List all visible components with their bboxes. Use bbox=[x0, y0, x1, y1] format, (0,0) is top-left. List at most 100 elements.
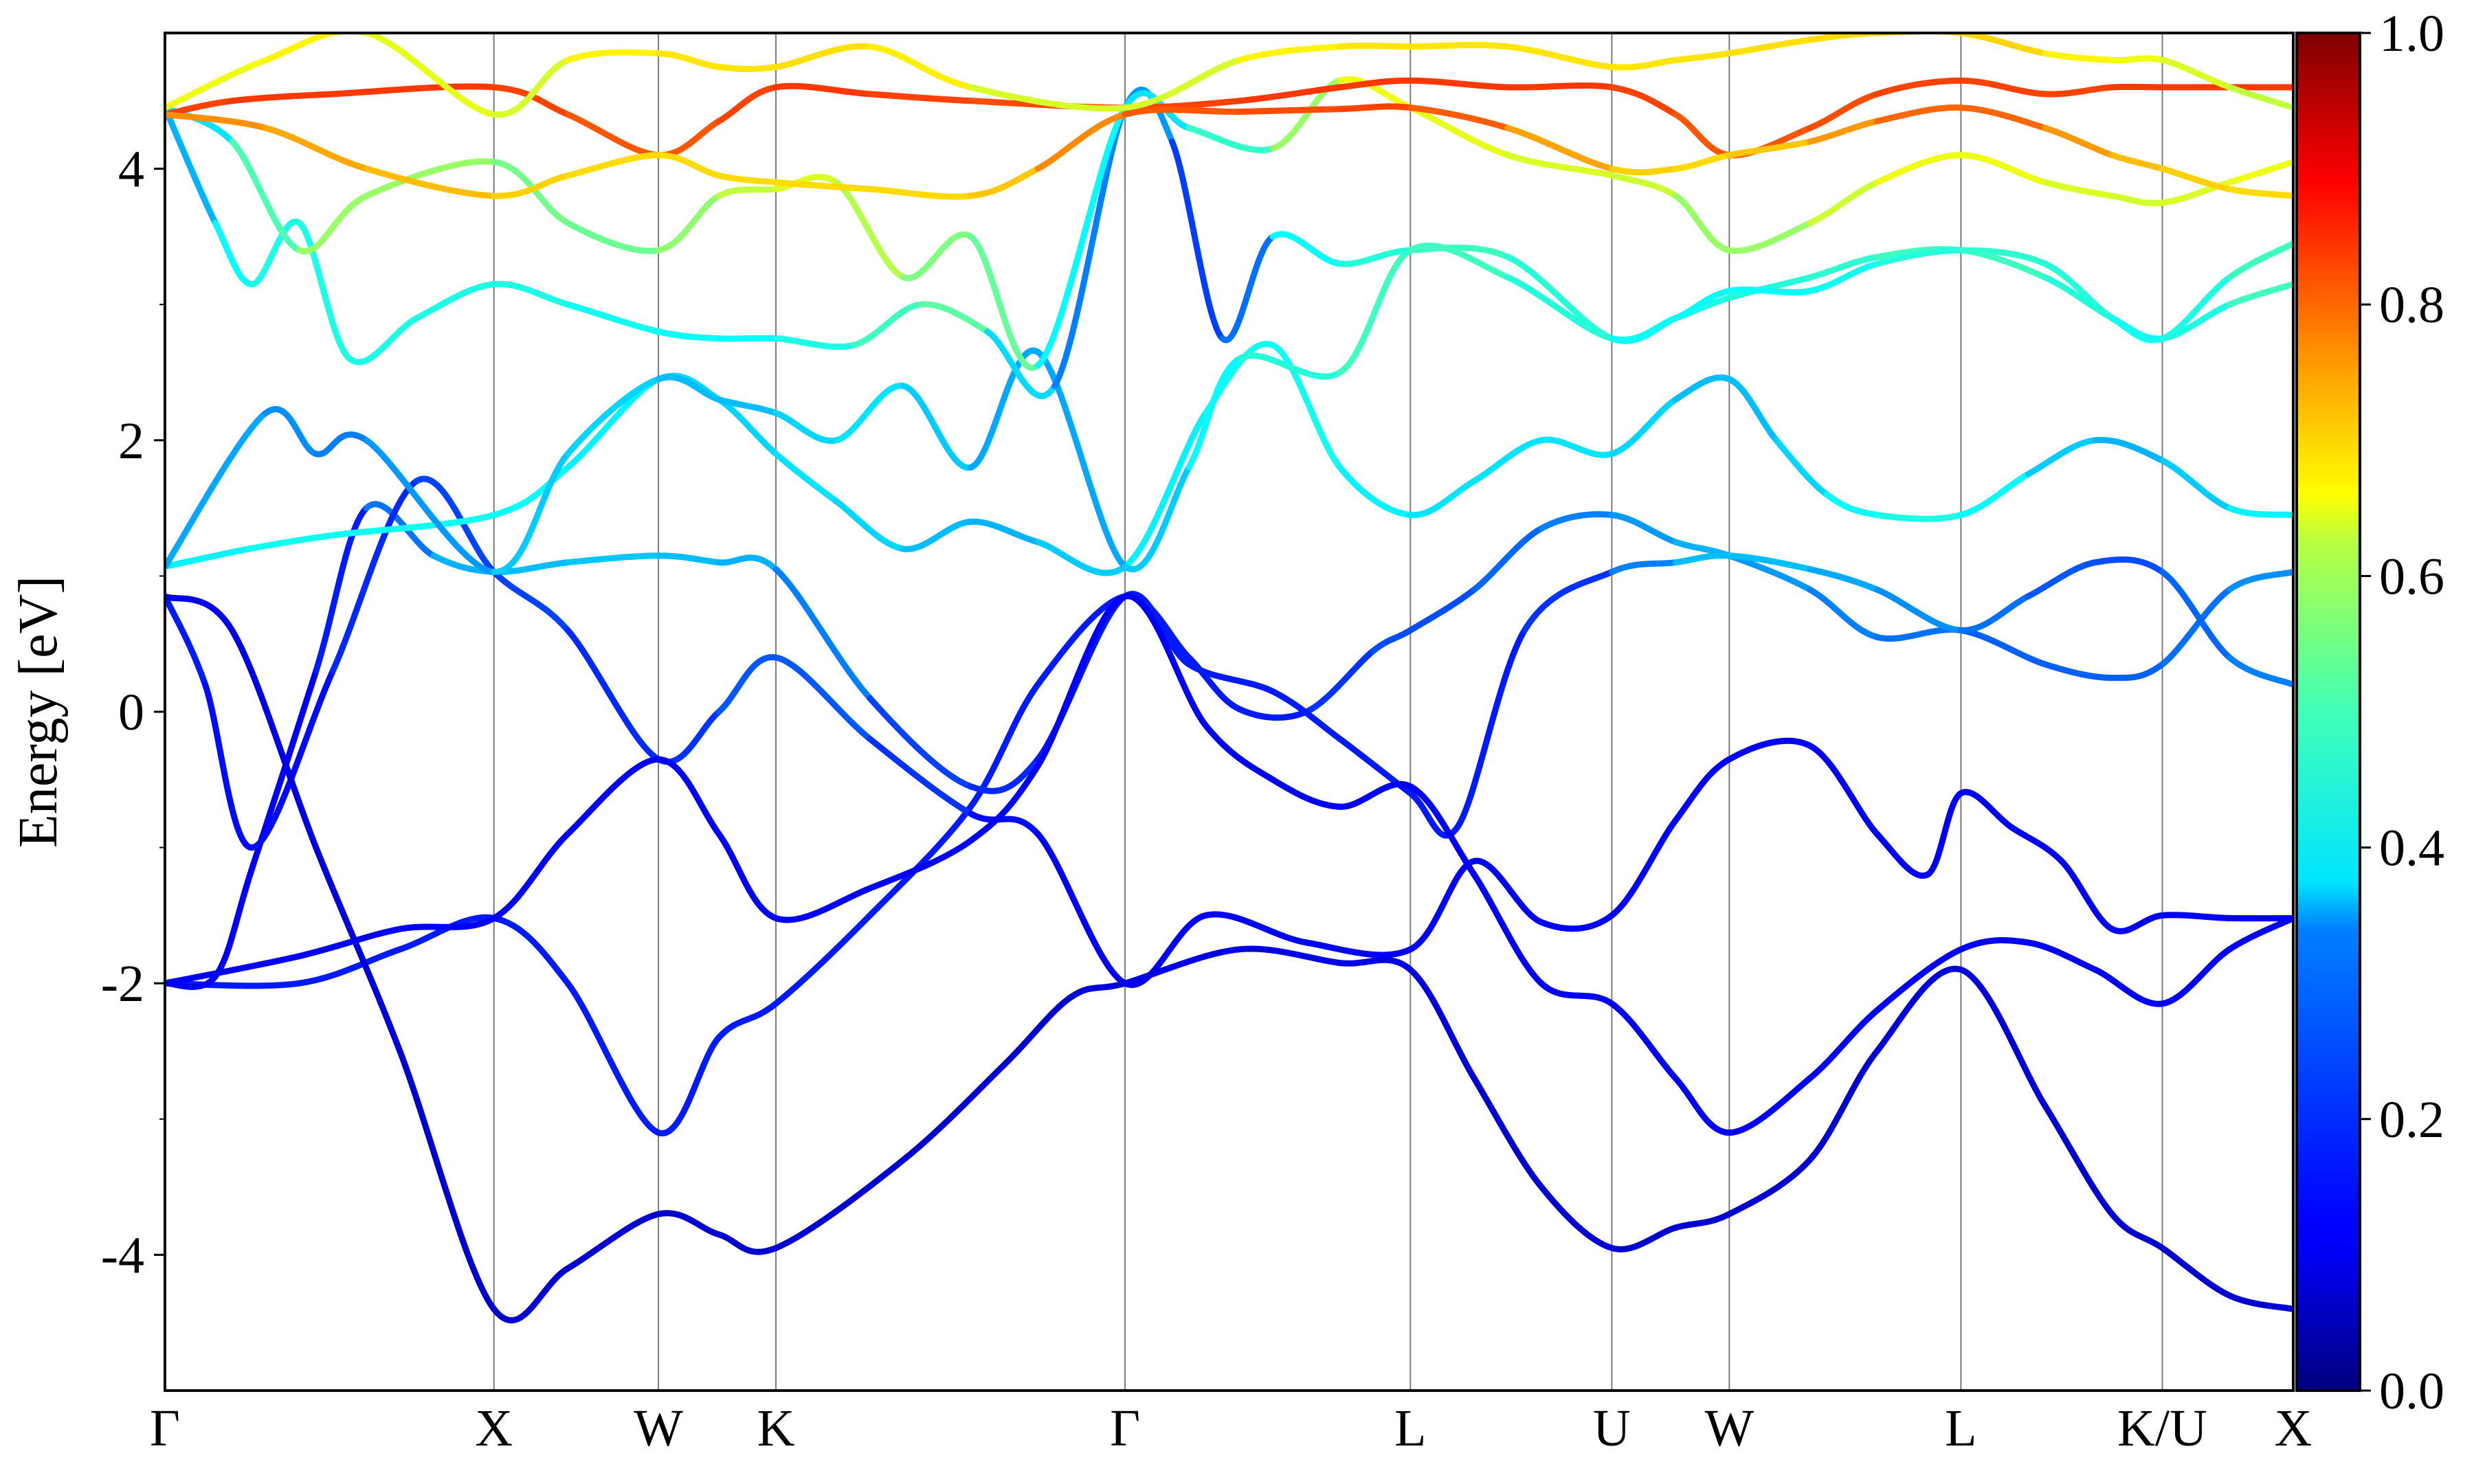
band-segment bbox=[1337, 247, 1414, 267]
band-segment bbox=[1957, 937, 2031, 953]
x-tick-label: W bbox=[634, 1399, 683, 1457]
band-segment bbox=[564, 49, 662, 63]
band-segment bbox=[2226, 914, 2293, 953]
band-segment bbox=[363, 501, 437, 559]
band-segment bbox=[1219, 233, 1276, 344]
band-4 bbox=[165, 593, 2293, 1324]
band-segment bbox=[1807, 260, 1880, 294]
band-segment bbox=[984, 328, 1058, 399]
band-segment bbox=[967, 166, 1041, 199]
band-segment bbox=[564, 1211, 662, 1272]
band-segment bbox=[1608, 172, 1679, 199]
band-segment bbox=[1608, 315, 1679, 344]
x-tick-label: X bbox=[2275, 1399, 2313, 1457]
band-segment bbox=[491, 569, 571, 633]
band-segment bbox=[229, 91, 336, 104]
band-segment bbox=[772, 451, 840, 505]
band-segment bbox=[1407, 42, 1511, 50]
band-segment bbox=[2025, 437, 2099, 477]
band-segment bbox=[1454, 627, 1528, 831]
band-segment bbox=[772, 173, 840, 192]
band-segment bbox=[715, 186, 779, 199]
x-tick-label: X bbox=[475, 1399, 513, 1457]
x-tick-label: Γ bbox=[150, 1399, 180, 1457]
band-segment bbox=[715, 63, 779, 72]
band-segment bbox=[917, 301, 991, 335]
band-segment bbox=[1202, 911, 1310, 946]
band-segment bbox=[564, 301, 662, 335]
band-segment bbox=[867, 186, 974, 200]
band-segment bbox=[1236, 84, 1344, 104]
x-tick-label: W bbox=[1704, 1399, 1754, 1457]
band-segment bbox=[2159, 57, 2233, 91]
band-segment bbox=[1034, 104, 1128, 369]
band-segment bbox=[1471, 871, 1545, 987]
band-segment bbox=[2108, 55, 2165, 64]
band-segment bbox=[249, 218, 302, 288]
band-segment bbox=[1957, 593, 2031, 633]
band-segment bbox=[1807, 1048, 1880, 1163]
band-segment bbox=[2092, 966, 2165, 1007]
band-segment bbox=[363, 158, 498, 199]
band-segment bbox=[2108, 315, 2165, 344]
band-segment bbox=[2108, 152, 2165, 172]
band-segment bbox=[1957, 627, 2048, 668]
band-segment bbox=[2058, 857, 2115, 932]
band-segment bbox=[2042, 84, 2115, 98]
band-segment bbox=[715, 1231, 779, 1255]
band-segment bbox=[564, 980, 662, 1136]
band-segment bbox=[1608, 1000, 1679, 1081]
band-segment bbox=[1807, 1007, 1880, 1081]
band-segment bbox=[2226, 281, 2293, 308]
band-segment bbox=[1538, 912, 1615, 932]
x-tick-label: L bbox=[1945, 1399, 1976, 1457]
band-segment bbox=[2159, 569, 2233, 661]
x-tick-label: Γ bbox=[1110, 1399, 1140, 1457]
band-segment bbox=[2042, 179, 2115, 199]
band-segment bbox=[1672, 152, 1732, 172]
y-axis-title: Energy [eV] bbox=[8, 576, 69, 848]
band-segment bbox=[715, 1000, 779, 1041]
band-segment bbox=[1957, 104, 2048, 131]
y-tick-label: -2 bbox=[101, 955, 144, 1013]
band-segment bbox=[1773, 437, 1830, 498]
band-segment bbox=[1337, 956, 1414, 973]
band-segment bbox=[491, 914, 571, 987]
colorbar-tick-label: 0.0 bbox=[2379, 1362, 2444, 1420]
band-segment bbox=[1726, 737, 1814, 763]
band-segment bbox=[1471, 1075, 1545, 1191]
band-segment bbox=[397, 914, 498, 932]
band-segment bbox=[564, 376, 662, 471]
band-segment bbox=[564, 552, 662, 566]
band-segment bbox=[655, 552, 722, 566]
band-segment bbox=[413, 475, 498, 575]
band-segment bbox=[2159, 912, 2233, 921]
band-segment bbox=[2025, 559, 2099, 600]
band-segment bbox=[1269, 77, 1344, 152]
x-axis: Γ X W K Γ L U W L K/U X bbox=[150, 1399, 2312, 1457]
band-segment bbox=[2042, 124, 2115, 159]
band-segment bbox=[1726, 286, 1814, 295]
band-segment bbox=[1337, 103, 1414, 113]
band-segment bbox=[1034, 348, 1128, 570]
band-segment bbox=[655, 328, 722, 342]
band-segment bbox=[1672, 192, 1732, 254]
band-segment bbox=[2108, 192, 2165, 207]
band-segment bbox=[1337, 76, 1414, 111]
band-segment bbox=[1407, 783, 1478, 878]
band-segment bbox=[313, 844, 403, 1055]
band-segment bbox=[1122, 106, 1242, 118]
band-segment bbox=[1873, 946, 1964, 1014]
band-segment bbox=[1726, 36, 1814, 57]
band-segment bbox=[1504, 152, 1615, 179]
band-segment bbox=[491, 57, 571, 118]
colorbar-gradient bbox=[2295, 32, 2361, 1392]
band-segment bbox=[564, 220, 662, 254]
band-segment bbox=[1504, 124, 1615, 172]
high-symmetry-lines bbox=[493, 33, 2163, 1391]
band-segment bbox=[1873, 512, 1964, 522]
band-segment bbox=[1407, 244, 1511, 260]
band-segment bbox=[1726, 138, 1814, 159]
band-segment bbox=[491, 172, 571, 199]
band-segment bbox=[329, 512, 498, 539]
